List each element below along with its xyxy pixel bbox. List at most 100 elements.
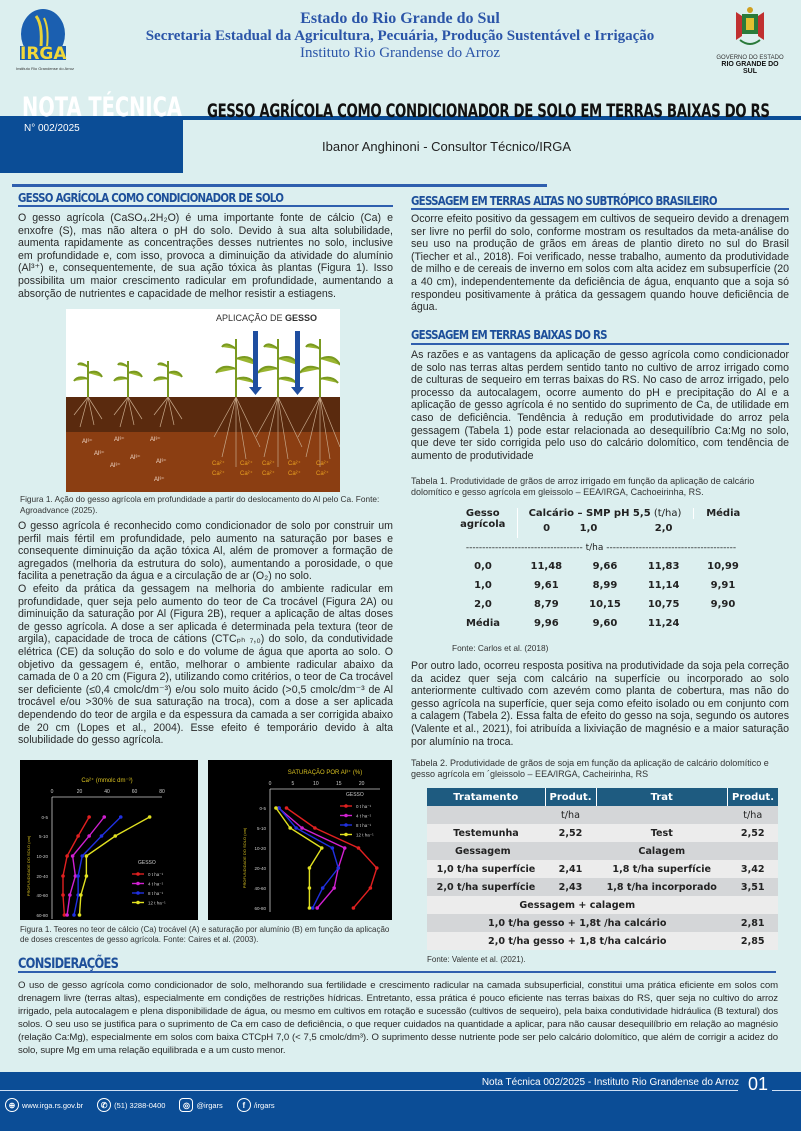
y-tick-label: 0-5 [259,806,266,811]
legend-title: GESSO [138,860,156,866]
ca-label: Ca²⁺ [316,471,329,477]
cell: 9,91 [710,580,736,591]
data-point [70,854,75,858]
paragraph: As razões e as vantagens da aplicação de… [411,349,789,462]
heading-rule [411,343,789,345]
cell: Testemunha [427,824,545,842]
t1-calcario-unit: (t/ha) [650,508,682,519]
t1-header-calcario: Calcário – SMP pH 5,5 (t/ha) [517,508,694,519]
y-tick-label: 60-80 [254,906,266,911]
table-row: Gessagem Calagem [427,842,778,860]
data-point [76,893,80,897]
al-label: Al³⁺ [150,437,161,443]
data-point [61,874,65,878]
x-tick-label: 40 [104,789,110,795]
al-label: Al³⁺ [130,455,141,461]
heading-rule [18,971,776,973]
data-point [310,906,315,910]
paragraph: Por outro lado, ocorreu resposta positiv… [411,660,789,748]
banner-box [0,120,183,173]
table-2-caption: Tabela 2. Produtividade de grãos de soja… [411,758,769,779]
data-point [284,806,289,810]
legend-marker [344,804,348,808]
figure-1-title-prefix: APLICAÇÃO DE [216,313,286,323]
x-tick-label: 0 [51,789,54,795]
chart-title: SATURAÇÃO POR Al³⁺ (%) [288,769,362,776]
cell: 8,99 [592,580,618,591]
cell [727,896,778,914]
figure-2b-chart: SATURAÇÃO POR Al³⁺ (%) 0 5 10 15 20 0-5 5-10 10-… [208,760,392,920]
instagram-link[interactable]: ◎ @irgars [179,1098,223,1112]
header-state: Estado do Rio Grande do Sul [300,10,500,27]
cell: 10,15 [589,599,621,610]
cell: 9,61 [533,580,559,591]
data-point [102,815,107,819]
t1-header-media: Média [706,508,741,519]
cell: Gessagem [427,842,596,860]
figure-2b-svg: SATURAÇÃO POR Al³⁺ (%) 0 5 10 15 20 0-5 5-10 10-… [242,769,380,912]
legend-label: 4 t ha⁻¹ [148,882,164,887]
cell: 11,83 [647,561,680,572]
data-point [274,806,278,810]
y-tick-label: 10-20 [254,846,266,851]
data-point [307,906,312,910]
data-point [84,854,89,858]
page-title: GESSO AGRÍCOLA COMO CONDICIONADOR DE SOL… [207,100,770,122]
y-tick-label: 0-5 [41,815,48,820]
t1-sub-0: 0 [543,523,551,534]
data-point [87,834,91,838]
ca-label: Ca²⁺ [288,471,301,477]
data-point [84,874,89,878]
phone-link[interactable]: ✆ (51) 3288-0400 [97,1098,165,1112]
gov-line1: GOVERNO DO ESTADO [716,55,784,61]
header-secretariat: Secretaria Estadual da Agricultura, Pecu… [145,28,655,44]
cell: 1,0 t/ha gesso + 1,8t /ha calcário [427,914,728,932]
t1-header-gesso: Gesso agrícola [449,508,518,538]
al-label: Al³⁺ [82,439,93,445]
t2-unit: t/ha [727,806,778,824]
legend-title: GESSO [346,792,364,798]
table-row: Testemunha 2,52 Test 2,52 [427,824,778,842]
page-number: 01 [747,1074,768,1094]
y-tick-label: 60-80 [36,913,48,918]
table-1: Gesso agrícola Calcário – SMP pH 5,5 (t/h… [449,508,753,633]
cell: 1,8 t/ha incorporado [596,878,728,896]
legend-marker [344,832,348,837]
ca-label: Ca²⁺ [212,461,225,467]
website-text: www.irga.rs.gov.br [22,1100,84,1110]
content-rule [12,184,547,187]
data-point [99,834,104,838]
legend-marker [136,881,140,886]
data-point [351,906,356,910]
table-1-caption: Tabela 1. Produtividade de grãos de arro… [411,476,755,497]
globe-icon: ⊕ [5,1098,19,1112]
table-row: 2,0 8,79 10,15 10,75 9,90 [449,595,753,614]
data-point [313,826,317,830]
t2-header-produt: Produt. [544,788,596,806]
paragraph: O gesso agrícola é reconhecido como cond… [18,520,393,583]
facebook-link[interactable]: f/irgars [236,1098,275,1112]
data-point [87,815,91,819]
legend-label: 12 t ha⁻¹ [148,901,166,906]
ca-label: Ca²⁺ [240,471,253,477]
figure-1-caption: Figura 1. Ação do gesso agrícola em prof… [20,494,380,515]
website-link[interactable]: ⊕ www.irga.rs.gov.br [5,1098,83,1112]
legend-marker [136,891,140,895]
cell: 9,66 [592,561,618,572]
data-point [315,906,320,910]
cell [693,614,753,633]
cell: 9,60 [592,618,618,629]
section-heading-consideracoes: CONSIDERAÇÕES [18,956,119,972]
ca-label: Ca²⁺ [262,461,275,467]
data-point [368,886,373,890]
x-tick-label: 15 [336,781,342,787]
data-point [65,854,69,858]
cell: 2,52 [545,824,596,842]
footer-note: Nota Técnica 002/2025 - Instituto Rio Gr… [481,1077,739,1088]
ca-label: Ca²⁺ [240,461,253,467]
data-point [76,834,80,838]
cell: 2,41 [545,860,596,878]
cell: 3,51 [727,878,778,896]
data-point [72,913,76,917]
facebook-icon: f [236,1098,251,1112]
